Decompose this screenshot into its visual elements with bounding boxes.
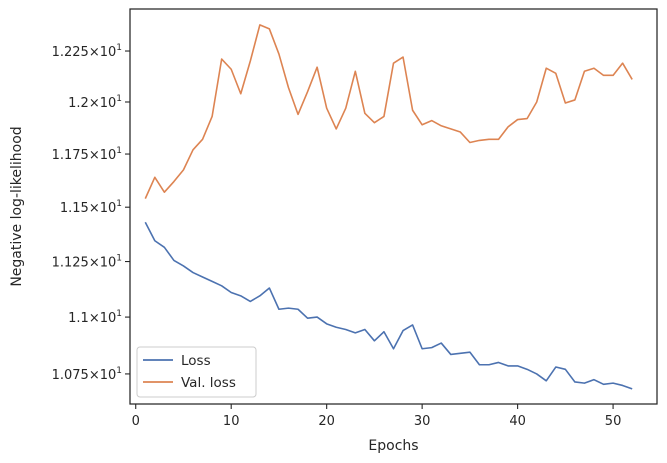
y-tick-label: 1.15×101 — [60, 199, 122, 216]
legend-label: Val. loss — [181, 375, 236, 391]
x-tick-label: 0 — [132, 414, 140, 429]
y-tick-label: 1.225×101 — [52, 43, 122, 60]
legend: Loss Val. loss — [136, 346, 257, 398]
x-tick-label: 30 — [414, 414, 431, 429]
y-tick-label: 1.2×101 — [68, 94, 122, 111]
series-line-1 — [144, 24, 633, 199]
legend-label: Loss — [181, 353, 211, 369]
y-tick-label: 1.175×101 — [52, 146, 122, 163]
plot-frame — [129, 8, 658, 405]
x-tick-label: 50 — [605, 414, 622, 429]
x-axis: 0 10 20 30 40 50 — [132, 404, 622, 429]
x-tick-label: 10 — [223, 414, 240, 429]
x-tick-label: 20 — [318, 414, 335, 429]
x-axis-label: Epochs — [368, 438, 418, 454]
y-tick-label: 1.125×101 — [52, 254, 122, 271]
y-axis-label: Negative log-likelihood — [9, 126, 25, 286]
y-tick-label: 1.1×101 — [68, 309, 122, 326]
x-tick-label: 40 — [509, 414, 526, 429]
series-line-0 — [144, 221, 633, 390]
series-layer — [144, 24, 633, 390]
y-axis: 1.075×101 1.1×101 1.125×101 1.15×101 1.175×1… — [52, 43, 130, 383]
y-tick-label: 1.075×101 — [52, 366, 122, 383]
